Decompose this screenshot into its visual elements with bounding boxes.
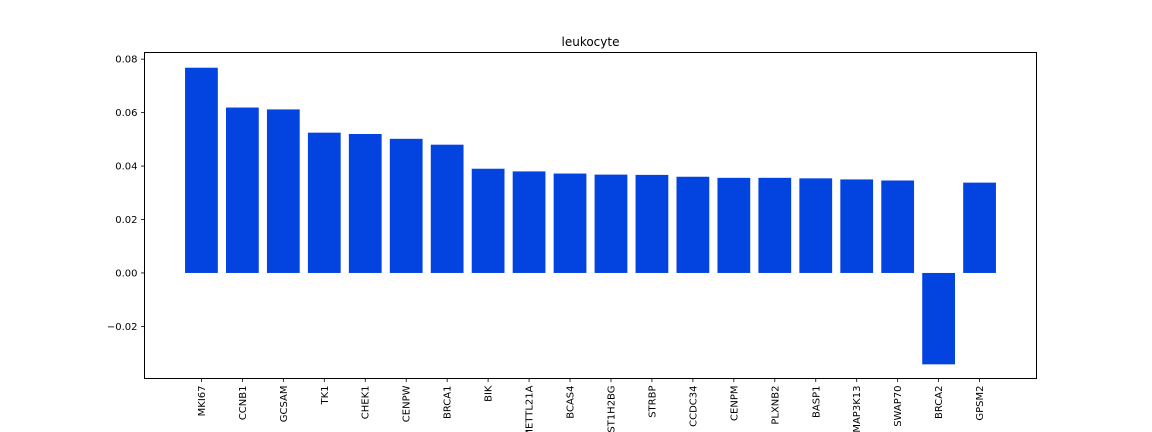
bar-chek1 <box>348 134 382 273</box>
bar-mki67 <box>185 67 218 273</box>
x-tick-label: CENPM <box>729 386 740 421</box>
x-tick-label: BCAS4 <box>566 386 577 419</box>
bar-hist1h2bg <box>594 174 628 273</box>
bar-bcas4 <box>553 173 587 273</box>
bar-map3k13 <box>840 179 874 273</box>
x-tick-label: GCSAM <box>279 386 290 423</box>
y-tick-label: 0.02 <box>115 215 137 226</box>
x-tick-label: BRCA1 <box>443 386 454 420</box>
bar-bik <box>471 168 505 273</box>
x-tick-label: METTL21A <box>525 385 536 432</box>
x-tick-label: BRCA2 <box>934 386 945 420</box>
bar-swap70 <box>881 180 915 273</box>
bar-cenpm <box>717 177 751 273</box>
x-tick-label: CCNB1 <box>238 386 249 421</box>
x-tick-label: SWAP70 <box>893 386 904 427</box>
x-tick-label: CENPW <box>402 385 413 422</box>
bar-gcsam <box>266 109 300 273</box>
y-tick-label: 0.06 <box>115 108 137 119</box>
x-tick-label: GPSM2 <box>975 386 986 421</box>
x-tick-label: HIST1H2BG <box>606 386 617 432</box>
x-tick-label: MAP3K13 <box>852 386 863 432</box>
x-axis: MKI67 CCNB1 GCSAM TK1 CHEK1 CENPW BRCA1 BIK METT… <box>197 378 986 432</box>
x-tick-label: CHEK1 <box>361 386 372 420</box>
bar-ccdc34 <box>676 176 710 273</box>
y-tick-label: −0.02 <box>107 322 138 333</box>
x-tick-label: BASP1 <box>811 386 822 418</box>
y-tick-label: 0.08 <box>115 55 137 66</box>
bar-plxnb2 <box>758 177 792 273</box>
x-tick-label: BIK <box>484 385 495 402</box>
bar-mettl21a <box>512 171 546 273</box>
bar-gpsm2 <box>963 182 996 273</box>
y-tick-label: 0.04 <box>115 162 137 173</box>
x-tick-label: STRBP <box>647 386 658 418</box>
x-tick-label: TK1 <box>320 386 331 406</box>
x-tick-label: CCDC34 <box>688 386 699 427</box>
bar-ccnb1 <box>226 107 259 273</box>
bar-tk1 <box>307 132 341 273</box>
bar-basp1 <box>799 178 833 273</box>
bar-strbp <box>635 174 669 273</box>
plot-frame <box>144 52 1037 379</box>
y-tick-label: 0.00 <box>115 268 137 279</box>
bar-brca1 <box>430 144 464 273</box>
bar-brca2 <box>922 272 955 365</box>
bars-group <box>185 67 996 365</box>
chart-title: leukocyte <box>562 35 620 49</box>
x-tick-label: PLXNB2 <box>770 386 781 425</box>
y-axis: −0.02 0.00 0.02 0.04 0.06 0.08 <box>107 55 145 333</box>
x-tick-label: MKI67 <box>197 386 208 417</box>
bar-cenpw <box>389 138 423 273</box>
